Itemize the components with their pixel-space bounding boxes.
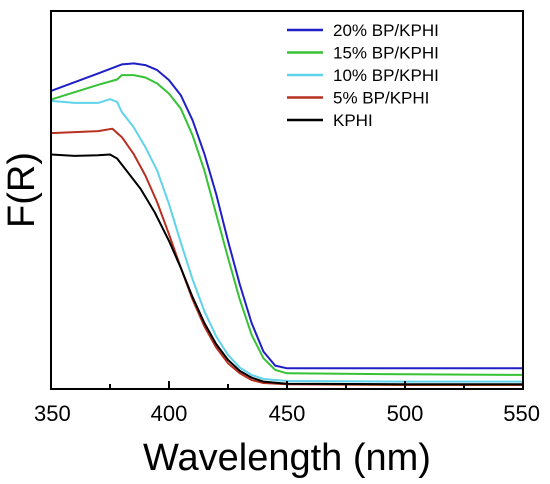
- x-tick-label: 350: [34, 401, 71, 426]
- series-line-4: [50, 153, 523, 386]
- y-axis-title: F(R): [1, 152, 43, 228]
- x-axis-ticks: 350 400 450 500 550: [34, 381, 540, 426]
- series-line-3: [50, 127, 523, 386]
- plot-lines: [50, 62, 524, 386]
- legend-label-3: 5% BP/KPHI: [333, 89, 429, 108]
- x-tick-label: 550: [503, 401, 540, 426]
- series-line-2: [50, 98, 523, 383]
- x-tick-label: 500: [387, 401, 424, 426]
- legend-label-4: KPHI: [333, 111, 373, 130]
- legend-label-1: 15% BP/KPHI: [333, 44, 439, 63]
- legend: 20% BP/KPHI 15% BP/KPHI 10% BP/KPHI 5% BP/K…: [287, 21, 439, 130]
- plot-frame: [50, 10, 524, 390]
- x-axis-title: Wavelength (nm): [143, 437, 431, 479]
- series-line-1: [50, 74, 524, 376]
- x-tick-label: 400: [151, 401, 188, 426]
- series-line-0: [50, 62, 523, 370]
- legend-label-2: 10% BP/KPHI: [333, 66, 439, 85]
- x-tick-label: 450: [269, 401, 306, 426]
- legend-label-0: 20% BP/KPHI: [333, 21, 439, 40]
